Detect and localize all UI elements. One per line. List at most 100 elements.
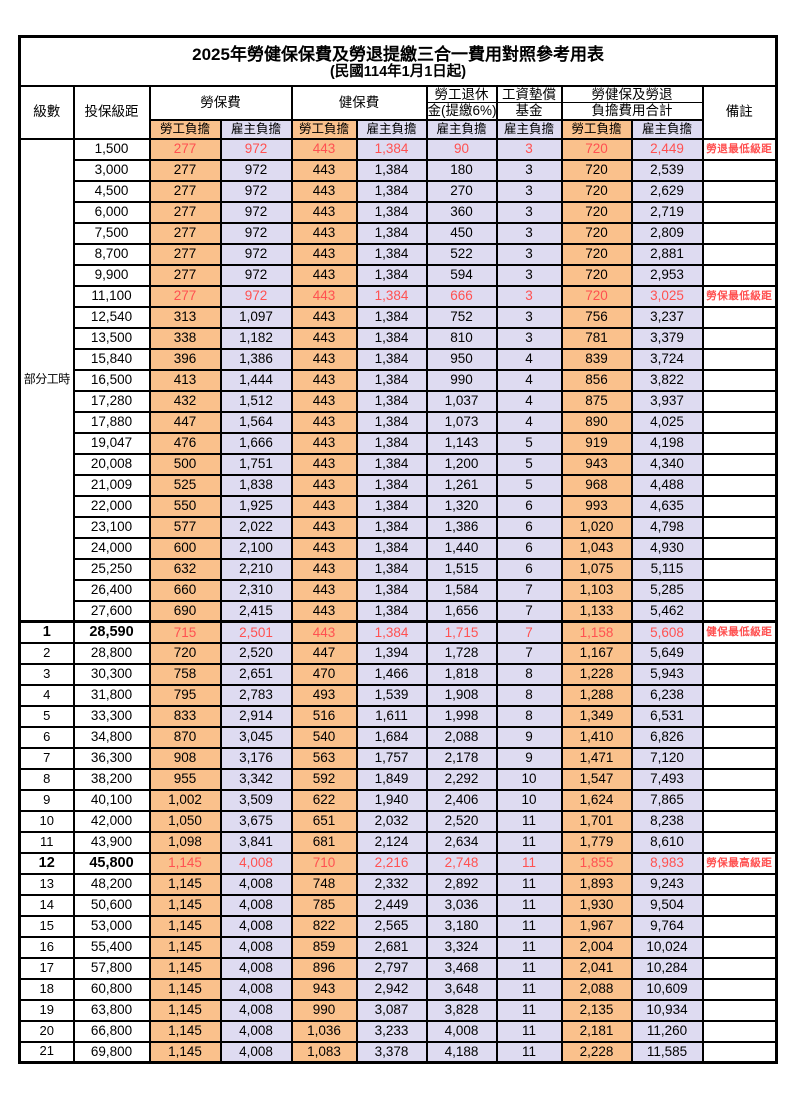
- cell-li_er: 4,008: [219, 914, 293, 938]
- table-row: 22,000 550 1,925 443 1,384 1,320 6 993 4,635: [20, 494, 778, 518]
- cell-li_er: 3,045: [219, 725, 293, 749]
- cell-li_emp: 277: [148, 263, 222, 287]
- cell-tot_emp: 720: [560, 137, 633, 161]
- header-level: 級數: [18, 84, 75, 140]
- cell-bracket: 50,600: [72, 893, 151, 917]
- cell-fund: 10: [495, 767, 563, 791]
- cell-li_emp: 277: [148, 221, 222, 245]
- cell-tot_emp: 720: [560, 179, 633, 203]
- table-row: 16,500 413 1,444 443 1,384 990 4 856 3,822: [20, 368, 778, 392]
- cell-li_emp: 1,145: [148, 1040, 222, 1064]
- cell-li_emp: 908: [148, 746, 222, 770]
- cell-tot_emp: 1,020: [560, 515, 633, 539]
- cell-bracket: 55,400: [72, 935, 151, 959]
- cell-li_emp: 1,145: [148, 935, 222, 959]
- cell-level: 21: [18, 1040, 75, 1064]
- cell-li_er: 972: [219, 221, 293, 245]
- cell-li_emp: 277: [148, 200, 222, 224]
- cell-pension: 3,828: [425, 998, 498, 1022]
- cell-tot_er: 10,934: [630, 998, 704, 1022]
- cell-tot_er: 9,764: [630, 914, 704, 938]
- cell-remark: [701, 242, 778, 266]
- cell-li_er: 4,008: [219, 1019, 293, 1043]
- cell-li_er: 4,008: [219, 998, 293, 1022]
- cell-hi_er: 3,233: [355, 1019, 428, 1043]
- cell-tot_er: 2,629: [630, 179, 704, 203]
- cell-li_emp: 550: [148, 494, 222, 518]
- cell-remark: [701, 515, 778, 539]
- cell-fund: 11: [495, 893, 563, 917]
- cell-fund: 3: [495, 158, 563, 182]
- table-row: 5 33,300 833 2,914 516 1,611 1,998 8 1,349 6,531: [18, 704, 778, 728]
- table-row: 12,540 313 1,097 443 1,384 752 3 756 3,237: [20, 305, 778, 329]
- cell-li_er: 4,008: [219, 1040, 293, 1064]
- cell-bracket: 45,800: [72, 851, 151, 875]
- cell-fund: 11: [495, 872, 563, 896]
- cell-hi_emp: 592: [290, 767, 358, 791]
- cell-remark: [701, 725, 778, 749]
- table-row: 9,900 277 972 443 1,384 594 3 720 2,953: [20, 263, 778, 287]
- cell-pension: 90: [425, 137, 498, 161]
- cell-pension: 1,037: [425, 389, 498, 413]
- cell-hi_emp: 443: [290, 242, 358, 266]
- cell-li_er: 2,100: [219, 536, 293, 560]
- cell-bracket: 34,800: [72, 725, 151, 749]
- cell-pension: 1,143: [425, 431, 498, 455]
- cell-tot_emp: 781: [560, 326, 633, 350]
- cell-tot_er: 3,237: [630, 305, 704, 329]
- cell-remark: [701, 872, 778, 896]
- cell-bracket: 24,000: [72, 536, 151, 560]
- cell-fund: 7: [495, 578, 563, 602]
- table-row: 25,250 632 2,210 443 1,384 1,515 6 1,075 5,115: [20, 557, 778, 581]
- cell-hi_er: 1,539: [355, 683, 428, 707]
- cell-li_er: 4,008: [219, 851, 293, 875]
- table-row: 27,600 690 2,415 443 1,384 1,656 7 1,133 5,462: [20, 599, 778, 623]
- cell-tot_er: 10,024: [630, 935, 704, 959]
- cell-tot_emp: 890: [560, 410, 633, 434]
- cell-li_emp: 720: [148, 641, 222, 665]
- cell-li_er: 3,176: [219, 746, 293, 770]
- cell-fund: 3: [495, 221, 563, 245]
- cell-li_emp: 795: [148, 683, 222, 707]
- cell-hi_er: 1,384: [355, 158, 428, 182]
- cell-hi_emp: 896: [290, 956, 358, 980]
- cell-hi_er: 1,384: [355, 515, 428, 539]
- cell-pension: 1,584: [425, 578, 498, 602]
- cell-hi_er: 1,757: [355, 746, 428, 770]
- cell-hi_emp: 943: [290, 977, 358, 1001]
- reference-sheet: 2025年勞健保保費及勞退提繳三合一費用對照參考用表 (民國114年1月1日起)…: [18, 35, 779, 1065]
- cell-pension: 2,406: [425, 788, 498, 812]
- cell-remark: [701, 410, 778, 434]
- cell-bracket: 69,800: [72, 1040, 151, 1064]
- subheader-hi-employee: 勞工負擔: [290, 118, 358, 140]
- cell-pension: 522: [425, 242, 498, 266]
- cell-hi_er: 2,124: [355, 830, 428, 854]
- cell-remark: [701, 746, 778, 770]
- cell-pension: 2,292: [425, 767, 498, 791]
- cell-hi_emp: 443: [290, 599, 358, 623]
- cell-li_emp: 447: [148, 410, 222, 434]
- page-title: 2025年勞健保保費及勞退提繳三合一費用對照參考用表: [192, 44, 604, 64]
- cell-level: 3: [18, 662, 75, 686]
- cell-pension: 1,998: [425, 704, 498, 728]
- subheader-li-employee: 勞工負擔: [148, 118, 222, 140]
- subheader-hi-employer: 雇主負擔: [355, 118, 428, 140]
- cell-tot_er: 3,025: [630, 284, 704, 308]
- cell-hi_emp: 447: [290, 641, 358, 665]
- cell-remark: [701, 599, 778, 623]
- cell-li_er: 1,386: [219, 347, 293, 371]
- cell-hi_emp: 443: [290, 305, 358, 329]
- cell-bracket: 15,840: [72, 347, 151, 371]
- cell-bracket: 40,100: [72, 788, 151, 812]
- cell-li_emp: 1,002: [148, 788, 222, 812]
- cell-tot_er: 5,462: [630, 599, 704, 623]
- cell-bracket: 7,500: [72, 221, 151, 245]
- cell-hi_emp: 443: [290, 284, 358, 308]
- cell-tot_emp: 720: [560, 284, 633, 308]
- cell-li_emp: 690: [148, 599, 222, 623]
- cell-li_er: 1,751: [219, 452, 293, 476]
- cell-hi_er: 1,466: [355, 662, 428, 686]
- cell-li_er: 4,008: [219, 872, 293, 896]
- cell-remark: [701, 956, 778, 980]
- cell-bracket: 19,047: [72, 431, 151, 455]
